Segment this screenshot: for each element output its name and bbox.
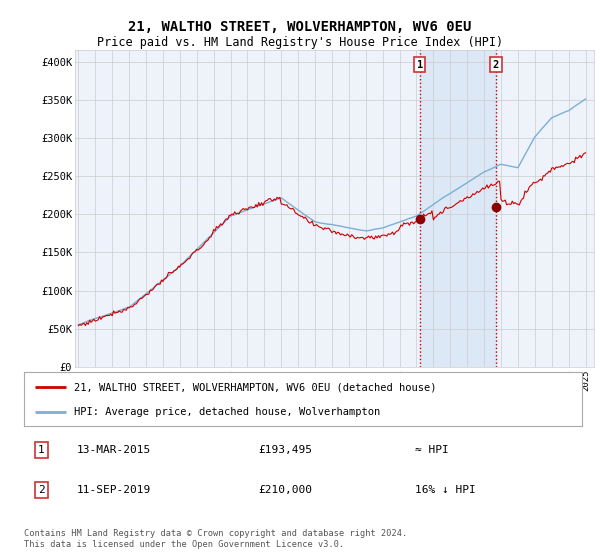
Text: Contains HM Land Registry data © Crown copyright and database right 2024.
This d: Contains HM Land Registry data © Crown c… <box>24 529 407 549</box>
Text: 2: 2 <box>38 485 45 495</box>
Text: 16% ↓ HPI: 16% ↓ HPI <box>415 485 475 495</box>
Text: 13-MAR-2015: 13-MAR-2015 <box>77 445 151 455</box>
Text: £193,495: £193,495 <box>259 445 313 455</box>
Text: 11-SEP-2019: 11-SEP-2019 <box>77 485 151 495</box>
Text: 1: 1 <box>416 60 423 70</box>
Text: 1: 1 <box>38 445 45 455</box>
Text: ≈ HPI: ≈ HPI <box>415 445 448 455</box>
Text: 21, WALTHO STREET, WOLVERHAMPTON, WV6 0EU: 21, WALTHO STREET, WOLVERHAMPTON, WV6 0E… <box>128 20 472 34</box>
Text: HPI: Average price, detached house, Wolverhampton: HPI: Average price, detached house, Wolv… <box>74 407 380 417</box>
Text: Price paid vs. HM Land Registry's House Price Index (HPI): Price paid vs. HM Land Registry's House … <box>97 36 503 49</box>
Text: £210,000: £210,000 <box>259 485 313 495</box>
Bar <box>420 50 496 367</box>
Text: 21, WALTHO STREET, WOLVERHAMPTON, WV6 0EU (detached house): 21, WALTHO STREET, WOLVERHAMPTON, WV6 0E… <box>74 382 437 393</box>
Text: 2: 2 <box>493 60 499 70</box>
